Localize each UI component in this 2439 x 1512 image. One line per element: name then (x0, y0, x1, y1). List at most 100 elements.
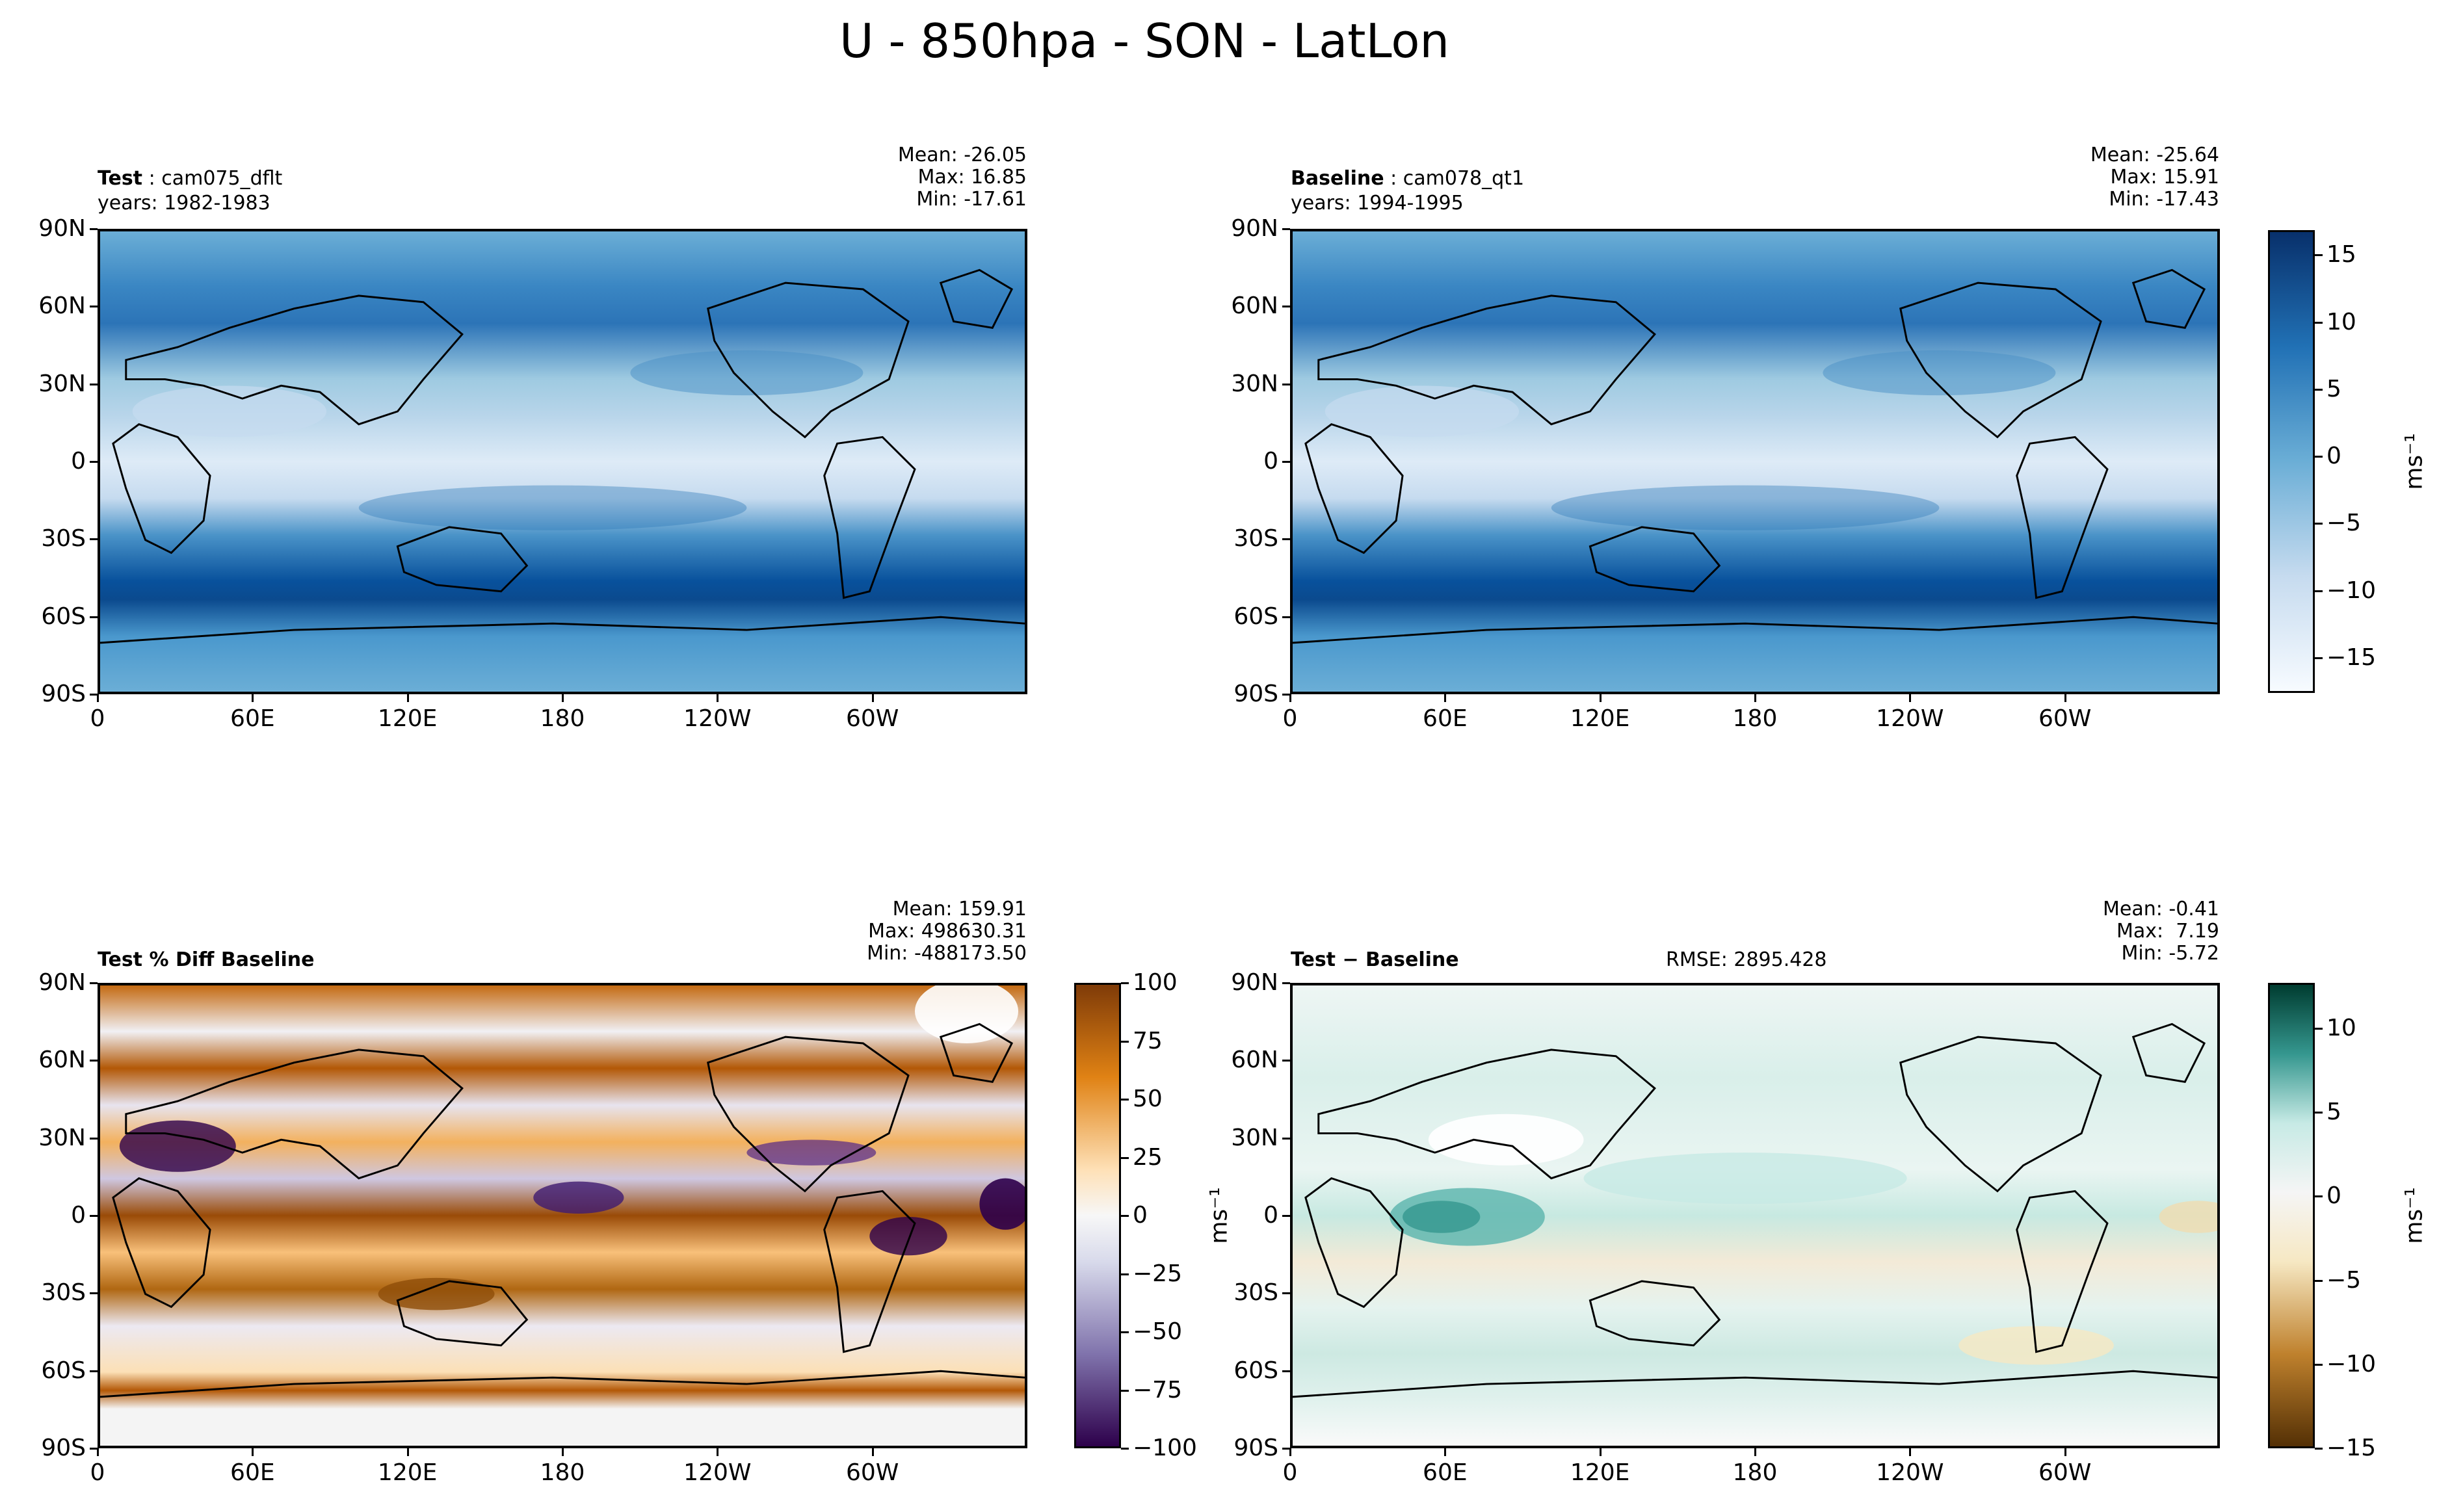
pctdiff-lat-tick (90, 1215, 98, 1217)
diff-colorbar-tick-label: 5 (2327, 1099, 2341, 1126)
baseline-lat-tick-label: 60S (1233, 603, 1278, 630)
diff-colorbar-tick-label: −10 (2327, 1350, 2376, 1377)
baseline-lat-tick (1282, 306, 1290, 308)
test-lat-tick-label: 60S (41, 603, 86, 630)
test-lat-tick-label: 90S (41, 681, 86, 707)
diff-lat-tick-label: 30N (1231, 1124, 1278, 1151)
pctdiff-lat-tick-label: 0 (71, 1202, 86, 1229)
diff-stats: Mean: -0.41 Max: 7.19 Min: -5.72 (2102, 898, 2219, 965)
pctdiff-lon-tick-label: 0 (90, 1459, 105, 1486)
pctdiff-colorbar-tick (1121, 1448, 1129, 1450)
test-lon-tick (252, 694, 254, 702)
diff-lon-tick (1754, 1448, 1756, 1456)
pctdiff-lon-tick-label: 120E (377, 1459, 438, 1486)
pctdiff-lon-tick (717, 1448, 719, 1456)
field-colorbar-tick (2315, 456, 2323, 458)
diff-rmse: RMSE: 2895.428 (1666, 948, 1827, 971)
test-lat-tick-label: 30S (41, 525, 86, 553)
diff-lon-tick-label: 60W (2038, 1459, 2092, 1486)
baseline-lon-tick (1289, 694, 1291, 702)
pctdiff-colorbar (1074, 983, 1121, 1448)
diff-lon-tick-label: 120E (1570, 1459, 1630, 1486)
pctdiff-colorbar-tick-label: 0 (1133, 1202, 1148, 1229)
field-colorbar-tick (2315, 523, 2323, 525)
test-lat-tick-label: 90N (38, 215, 86, 242)
baseline-lon-tick-label: 60E (1423, 705, 1468, 732)
pctdiff-lat-tick-label: 60N (38, 1047, 86, 1074)
diff-lat-tick (1282, 982, 1290, 984)
pctdiff-colorbar-tick (1121, 1215, 1129, 1217)
pctdiff-lat-tick-label: 30S (41, 1279, 86, 1307)
pctdiff-colorbar-tick (1121, 1099, 1129, 1101)
baseline-lon-tick (2064, 694, 2066, 702)
diff-colorbar-tick (2315, 1027, 2323, 1030)
pctdiff-map (98, 983, 1027, 1448)
field-colorbar-tick-label: 0 (2327, 443, 2341, 470)
pctdiff-colorbar-tick-label: −100 (1133, 1435, 1197, 1461)
field-colorbar-tick-label: 10 (2327, 308, 2356, 335)
field-colorbar-tick (2315, 321, 2323, 324)
diff-field (1293, 985, 2217, 1446)
diff-lat-tick-label: 90S (1233, 1435, 1278, 1461)
field-colorbar-tick (2315, 657, 2323, 660)
pctdiff-lon-tick-label: 120W (683, 1459, 752, 1486)
diff-colorbar-tick (2315, 1195, 2323, 1198)
test-lat-tick (90, 383, 98, 385)
baseline-lat-tick (1282, 383, 1290, 385)
pctdiff-lat-tick-label: 60S (41, 1357, 86, 1384)
diff-lon-tick (1599, 1448, 1602, 1456)
test-lat-tick-label: 30N (38, 370, 86, 397)
test-lat-tick (90, 228, 98, 230)
baseline-lon-tick-label: 0 (1282, 705, 1298, 732)
figure-title: U - 850hpa - SON - LatLon (839, 14, 1450, 68)
pctdiff-lon-tick-label: 180 (540, 1459, 585, 1486)
test-map (98, 229, 1027, 694)
diff-lon-tick-label: 120W (1876, 1459, 1944, 1486)
diff-lat-tick-label: 60S (1233, 1357, 1278, 1384)
pctdiff-lon-tick-label: 60W (845, 1459, 899, 1486)
test-lat-tick (90, 616, 98, 618)
diff-colorbar-tick (2315, 1448, 2323, 1450)
diff-colorbar-tick (2315, 1363, 2323, 1366)
pctdiff-lon-tick (871, 1448, 874, 1456)
diff-lat-tick-label: 30S (1233, 1279, 1278, 1307)
pctdiff-lat-tick (90, 1448, 98, 1450)
field-colorbar-tick-label: 5 (2327, 375, 2341, 402)
diff-colorbar-tick-label: 0 (2327, 1182, 2341, 1210)
diff-lat-tick-label: 0 (1263, 1202, 1278, 1229)
pctdiff-colorbar-unit: ms⁻¹ (1206, 1187, 1233, 1244)
field-colorbar (2268, 230, 2315, 693)
diff-title: Test − Baseline (1291, 948, 1459, 971)
baseline-map (1290, 229, 2220, 694)
pctdiff-lat-tick-label: 30N (38, 1124, 86, 1151)
diff-lon-tick (1444, 1448, 1447, 1456)
test-lon-tick-label: 180 (540, 705, 585, 732)
field-colorbar-tick (2315, 254, 2323, 257)
diff-lat-tick (1282, 1137, 1290, 1140)
diff-lon-tick-label: 180 (1732, 1459, 1778, 1486)
test-lon-tick (717, 694, 719, 702)
pctdiff-colorbar-tick (1121, 1040, 1129, 1043)
pctdiff-title: Test % Diff Baseline (98, 948, 315, 971)
diff-lon-tick (1909, 1448, 1912, 1456)
diff-lat-tick-label: 60N (1231, 1047, 1278, 1074)
baseline-lon-tick-label: 60W (2038, 705, 2092, 732)
field-colorbar-tick-label: −10 (2327, 577, 2376, 604)
test-title: Test : cam075_dflt (98, 167, 283, 190)
test-lat-tick (90, 306, 98, 308)
baseline-lat-tick (1282, 228, 1290, 230)
pctdiff-lat-tick (90, 1137, 98, 1140)
pctdiff-lat-tick-label: 90N (38, 969, 86, 996)
field-colorbar-tick-label: −5 (2327, 510, 2362, 537)
diff-map (1290, 983, 2220, 1448)
baseline-lat-tick-label: 90N (1231, 215, 1278, 242)
test-field (100, 231, 1025, 692)
pctdiff-field (100, 985, 1025, 1446)
test-lon-tick (97, 694, 99, 702)
diff-lat-tick (1282, 1292, 1290, 1295)
baseline-stats: Mean: -25.64 Max: 15.91 Min: -17.43 (2090, 144, 2219, 211)
pctdiff-lon-tick (406, 1448, 409, 1456)
diff-lat-tick (1282, 1215, 1290, 1217)
baseline-lon-tick-label: 180 (1732, 705, 1778, 732)
field-colorbar-tick-label: 15 (2327, 241, 2356, 268)
